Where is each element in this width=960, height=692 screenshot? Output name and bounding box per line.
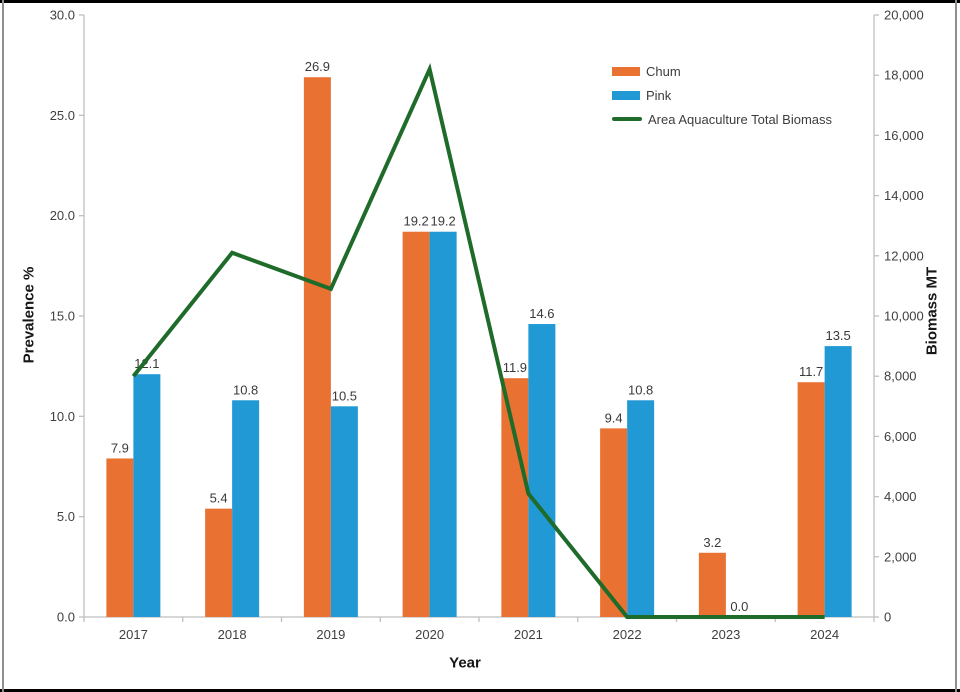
left-axis-title: Prevalence %: [20, 266, 38, 364]
right-axis-tick-label: 10,000: [884, 309, 924, 324]
bar-chum-2020: [402, 231, 430, 617]
bar-chum-2018: [205, 508, 233, 617]
right-axis-tick-label: 20,000: [884, 8, 924, 23]
frame-border-right: [955, 0, 957, 692]
legend-swatch-biomass-line: [612, 117, 642, 121]
left-axis-tick-label: 15.0: [50, 309, 75, 324]
bar-pink-2018: [232, 400, 260, 617]
frame-border-top: [0, 0, 960, 3]
legend-label-chum: Chum: [646, 63, 681, 79]
left-axis-tick-label: 5.0: [57, 509, 75, 524]
bar-pink-2019: [330, 406, 358, 617]
x-tick-label: 2024: [810, 627, 839, 642]
legend-item-pink: Pink: [612, 83, 832, 107]
bar-chum-2019: [303, 77, 331, 617]
bar-value-label-chum-2018: 5.4: [210, 491, 228, 506]
bar-value-label-chum-2017: 7.9: [111, 440, 129, 455]
x-tick-label: 2019: [316, 627, 345, 642]
right-axis-title: Biomass MT: [923, 266, 941, 356]
right-axis-tick-label: 4,000: [884, 489, 917, 504]
left-axis-tick-label: 10.0: [50, 409, 75, 424]
bar-pink-2024: [824, 346, 852, 617]
legend-label-biomass: Area Aquaculture Total Biomass: [648, 111, 833, 127]
bar-chum-2022: [600, 428, 628, 617]
bar-value-label-chum-2019: 26.9: [305, 59, 330, 74]
bar-chum-2023: [698, 552, 726, 617]
x-tick-label: 2017: [119, 627, 148, 642]
bar-value-label-pink-2023: 0.0: [730, 599, 748, 614]
bar-value-label-pink-2018: 10.8: [233, 382, 258, 397]
bar-pink-2020: [429, 231, 457, 617]
legend-swatch-chum: [612, 66, 640, 76]
bar-value-label-pink-2020: 19.2: [430, 214, 455, 229]
bar-value-label-chum-2022: 9.4: [605, 410, 623, 425]
x-tick-label: 2018: [218, 627, 247, 642]
bar-chum-2024: [797, 382, 825, 617]
right-axis-tick-label: 0: [884, 610, 891, 625]
frame-border-left: [2, 0, 4, 692]
right-axis-tick-label: 14,000: [884, 188, 924, 203]
bar-pink-2021: [528, 324, 556, 617]
left-axis-tick-label: 25.0: [50, 108, 75, 123]
left-axis-tick-label: 30.0: [50, 8, 75, 23]
bar-value-label-pink-2019: 10.5: [332, 388, 357, 403]
legend-item-chum: Chum: [612, 59, 832, 83]
bar-value-label-chum-2024: 11.7: [799, 364, 823, 379]
right-axis-tick-label: 16,000: [884, 128, 924, 143]
left-axis-tick-label: 20.0: [50, 208, 75, 223]
x-axis-title: Year: [449, 654, 481, 672]
right-axis-tick-label: 12,000: [884, 248, 924, 263]
right-axis-tick-label: 8,000: [884, 369, 917, 384]
right-axis-tick-label: 6,000: [884, 429, 917, 444]
x-tick-label: 2021: [514, 627, 543, 642]
bar-pink-2022: [627, 400, 655, 617]
right-axis-tick-label: 18,000: [884, 68, 924, 83]
x-tick-label: 2020: [415, 627, 444, 642]
x-tick-label: 2022: [613, 627, 642, 642]
bar-value-label-chum-2021: 11.9: [503, 360, 527, 375]
legend-item-biomass: Area Aquaculture Total Biomass: [612, 107, 832, 131]
bar-value-label-pink-2024: 13.5: [825, 328, 850, 343]
legend-label-pink: Pink: [646, 87, 672, 103]
bar-pink-2017: [133, 374, 161, 617]
frame-border-bottom: [0, 689, 960, 692]
bar-chum-2017: [106, 458, 134, 617]
bar-chum-2021: [501, 378, 529, 617]
right-axis-tick-label: 2,000: [884, 549, 917, 564]
legend-swatch-pink: [612, 90, 640, 100]
bar-value-label-chum-2023: 3.2: [703, 535, 721, 550]
left-axis-tick-label: 0.0: [57, 610, 75, 625]
legend: Chum Pink Area Aquaculture Total Biomass: [612, 59, 832, 131]
biomass-line: [131, 62, 825, 619]
x-tick-label: 2023: [711, 627, 740, 642]
bar-value-label-pink-2021: 14.6: [529, 306, 554, 321]
bar-value-label-chum-2020: 19.2: [403, 214, 428, 229]
bar-value-label-pink-2022: 10.8: [628, 382, 653, 397]
